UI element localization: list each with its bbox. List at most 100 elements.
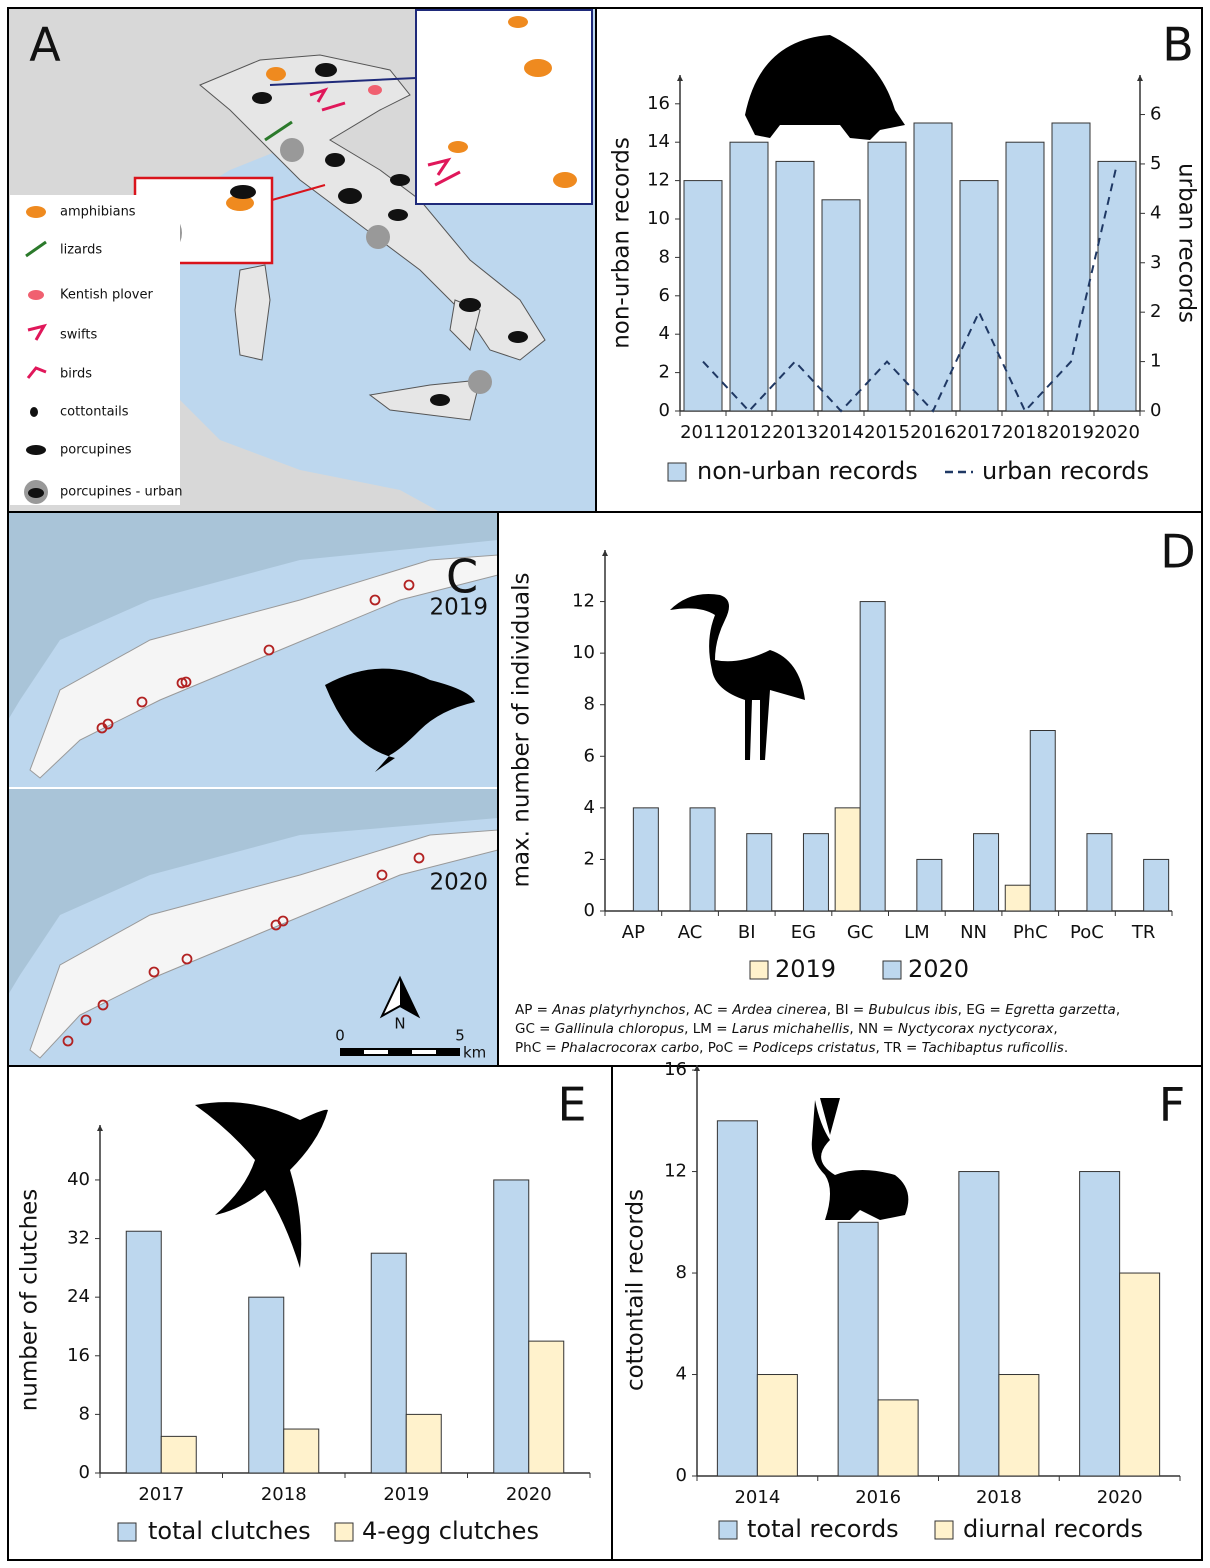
porcupine-icon bbox=[325, 153, 345, 167]
y-tick-label: 8 bbox=[79, 1403, 90, 1424]
x-tick-label: 2011 bbox=[680, 422, 726, 443]
footnote: PhC = Phalacrocorax carbo, PoC = Podicep… bbox=[515, 1040, 1068, 1056]
map-legend-label: swifts bbox=[60, 328, 97, 343]
x-tick-label: 2014 bbox=[818, 422, 864, 443]
legend-icon bbox=[28, 488, 44, 498]
scale-bar bbox=[364, 1050, 388, 1054]
y-tick-label: 8 bbox=[676, 1262, 687, 1283]
legend-swatch bbox=[335, 1523, 353, 1541]
legend-label: 4-egg clutches bbox=[362, 1517, 539, 1545]
porcupine-icon bbox=[315, 63, 337, 77]
y-tick-label: 0 bbox=[659, 400, 670, 421]
map-legend-label: porcupines bbox=[60, 443, 132, 458]
y-tick-label: 0 bbox=[584, 900, 595, 921]
scale-tick: 5 bbox=[455, 1027, 465, 1045]
panel-letter: F bbox=[1159, 1078, 1185, 1132]
bar bbox=[1098, 161, 1136, 411]
scale-tick: 0 bbox=[335, 1027, 345, 1045]
footnote-part: Egretta garzetta bbox=[1005, 1002, 1116, 1018]
bar bbox=[126, 1231, 161, 1473]
porcupine-icon bbox=[230, 185, 256, 199]
y-tick-label: 10 bbox=[572, 642, 595, 663]
x-tick-label: TR bbox=[1131, 922, 1156, 943]
footnote-part: , PoC = bbox=[699, 1040, 753, 1056]
bar bbox=[776, 161, 814, 411]
y2-tick-label: 4 bbox=[1150, 202, 1161, 223]
bar bbox=[494, 1180, 529, 1473]
legend-label: 2020 bbox=[908, 955, 969, 983]
y-tick-label: 8 bbox=[584, 694, 595, 715]
amphibian-icon bbox=[508, 16, 528, 28]
bar bbox=[838, 1222, 878, 1476]
bar bbox=[690, 808, 715, 911]
bar bbox=[868, 142, 906, 411]
x-tick-label: AP bbox=[622, 922, 645, 943]
porcupine-icon bbox=[338, 188, 362, 204]
bar bbox=[822, 200, 860, 411]
scale-bar bbox=[340, 1048, 460, 1056]
legend-icon bbox=[30, 407, 38, 417]
porcupine-icon bbox=[508, 331, 528, 343]
plover-icon bbox=[368, 85, 382, 95]
y-tick-label: 2 bbox=[584, 848, 595, 869]
y-tick-label: 14 bbox=[647, 131, 670, 152]
x-tick-label: LM bbox=[904, 922, 930, 943]
y-axis-title: non-urban records bbox=[609, 137, 635, 349]
y-tick-label: 40 bbox=[67, 1169, 90, 1190]
bar bbox=[974, 834, 999, 911]
y2-tick-label: 1 bbox=[1150, 351, 1161, 372]
bar bbox=[249, 1297, 284, 1473]
legend-swatch bbox=[750, 961, 768, 979]
y-tick-label: 2 bbox=[659, 362, 670, 383]
map-legend-label: Kentish plover bbox=[60, 288, 153, 303]
x-tick-label: 2013 bbox=[772, 422, 818, 443]
y-tick-label: 16 bbox=[647, 93, 670, 114]
x-tick-label: 2012 bbox=[726, 422, 772, 443]
bar bbox=[999, 1375, 1039, 1476]
y-tick-label: 32 bbox=[67, 1228, 90, 1249]
legend-icon bbox=[26, 206, 46, 218]
x-tick-label: 2017 bbox=[956, 422, 1002, 443]
x-tick-label: PhC bbox=[1013, 922, 1048, 943]
map-a: A bbox=[8, 8, 596, 512]
amphibian-icon bbox=[448, 141, 468, 153]
y-tick-label: 0 bbox=[676, 1465, 687, 1486]
x-tick-label: 2020 bbox=[1097, 1487, 1143, 1508]
map-legend-label: cottontails bbox=[60, 405, 129, 420]
bar bbox=[878, 1400, 918, 1476]
bar bbox=[917, 859, 942, 911]
y-tick-label: 4 bbox=[584, 797, 595, 818]
footnote-part: PhC = bbox=[515, 1040, 561, 1056]
legend-swatch bbox=[935, 1521, 953, 1539]
bar bbox=[860, 602, 885, 911]
porcupine-icon bbox=[430, 394, 450, 406]
panel-letter: E bbox=[557, 1078, 586, 1132]
x-tick-label: 2020 bbox=[506, 1484, 552, 1505]
scale-unit: km bbox=[463, 1044, 486, 1062]
amphibian-icon bbox=[553, 172, 577, 188]
y-tick-label: 24 bbox=[67, 1286, 90, 1307]
porcupine-icon bbox=[388, 209, 408, 221]
y2-tick-label: 6 bbox=[1150, 104, 1161, 125]
year-label: 2020 bbox=[429, 870, 488, 896]
map-legend-label: porcupines - urban bbox=[60, 485, 183, 500]
bar bbox=[835, 808, 860, 911]
map-c: C 2019 2020 N 0 5 km bbox=[8, 512, 498, 1066]
bar bbox=[1006, 142, 1044, 411]
legend-label: non-urban records bbox=[697, 457, 918, 485]
bar bbox=[730, 142, 768, 411]
x-tick-label: AC bbox=[678, 922, 703, 943]
footnote: GC = Gallinula chloropus, LM = Larus mic… bbox=[515, 1021, 1058, 1037]
bar bbox=[633, 808, 658, 911]
footnote-part: , TR = bbox=[876, 1040, 922, 1056]
x-tick-label: 2020 bbox=[1094, 422, 1140, 443]
bar bbox=[284, 1429, 319, 1473]
panel-letter: A bbox=[29, 18, 61, 72]
footnote: AP = Anas platyrhynchos, AC = Ardea cine… bbox=[515, 1002, 1120, 1018]
bar bbox=[960, 181, 998, 411]
y-tick-label: 6 bbox=[584, 745, 595, 766]
footnote-part: Larus michahellis bbox=[732, 1021, 850, 1037]
bar bbox=[406, 1414, 441, 1473]
footnote-part: Nyctycorax nyctycorax bbox=[898, 1021, 1054, 1037]
x-tick-label: 2018 bbox=[976, 1487, 1022, 1508]
